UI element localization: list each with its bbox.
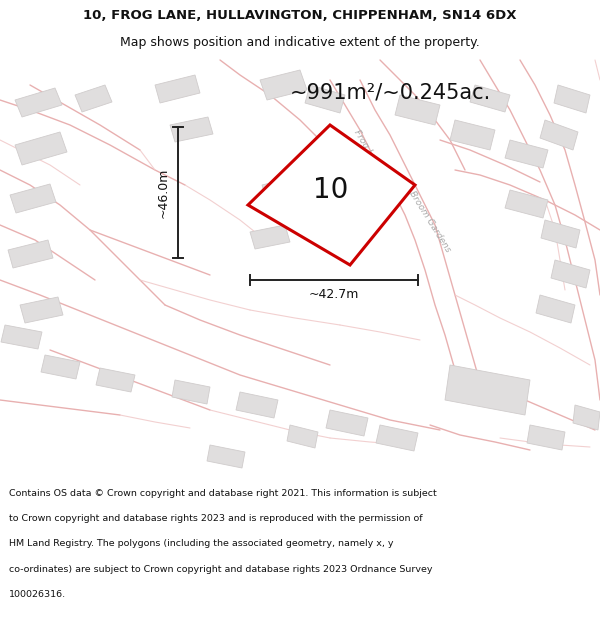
Polygon shape [445,365,530,415]
Polygon shape [450,120,495,150]
Polygon shape [96,368,135,392]
Polygon shape [536,295,575,323]
Polygon shape [262,177,302,208]
Polygon shape [554,85,590,113]
Polygon shape [326,410,368,436]
Polygon shape [15,132,67,165]
Text: 10: 10 [313,176,349,204]
Text: Contains OS data © Crown copyright and database right 2021. This information is : Contains OS data © Crown copyright and d… [9,489,437,498]
Polygon shape [573,405,600,430]
Text: 100026316.: 100026316. [9,590,66,599]
Polygon shape [10,184,56,213]
Polygon shape [75,85,112,112]
Polygon shape [207,445,245,468]
Polygon shape [540,120,578,150]
Polygon shape [172,380,210,404]
Text: Frog Lane: Frog Lane [352,129,383,171]
Polygon shape [250,225,290,249]
Polygon shape [287,425,318,448]
Polygon shape [41,355,80,379]
Polygon shape [541,220,580,248]
Text: ~42.7m: ~42.7m [309,288,359,301]
Text: ~991m²/~0.245ac.: ~991m²/~0.245ac. [290,82,491,102]
Polygon shape [505,140,548,168]
Text: HM Land Registry. The polygons (including the associated geometry, namely x, y: HM Land Registry. The polygons (includin… [9,539,394,549]
Polygon shape [236,392,278,418]
Text: Map shows position and indicative extent of the property.: Map shows position and indicative extent… [120,36,480,49]
Polygon shape [15,88,62,117]
Polygon shape [395,95,440,125]
Text: ~46.0m: ~46.0m [157,168,170,217]
Polygon shape [376,425,418,451]
Polygon shape [8,240,53,268]
Polygon shape [305,85,345,113]
Text: 10, FROG LANE, HULLAVINGTON, CHIPPENHAM, SN14 6DX: 10, FROG LANE, HULLAVINGTON, CHIPPENHAM,… [83,9,517,22]
Polygon shape [20,297,63,323]
Text: co-ordinates) are subject to Crown copyright and database rights 2023 Ordnance S: co-ordinates) are subject to Crown copyr… [9,565,433,574]
Text: to Crown copyright and database rights 2023 and is reproduced with the permissio: to Crown copyright and database rights 2… [9,514,422,523]
Polygon shape [260,70,307,100]
Polygon shape [1,325,42,349]
Text: Broom Gardens: Broom Gardens [407,190,452,254]
Polygon shape [155,75,200,103]
Polygon shape [551,260,590,288]
Polygon shape [470,85,510,112]
Polygon shape [170,117,213,142]
Polygon shape [527,425,565,450]
Polygon shape [505,190,548,218]
Polygon shape [248,125,415,265]
